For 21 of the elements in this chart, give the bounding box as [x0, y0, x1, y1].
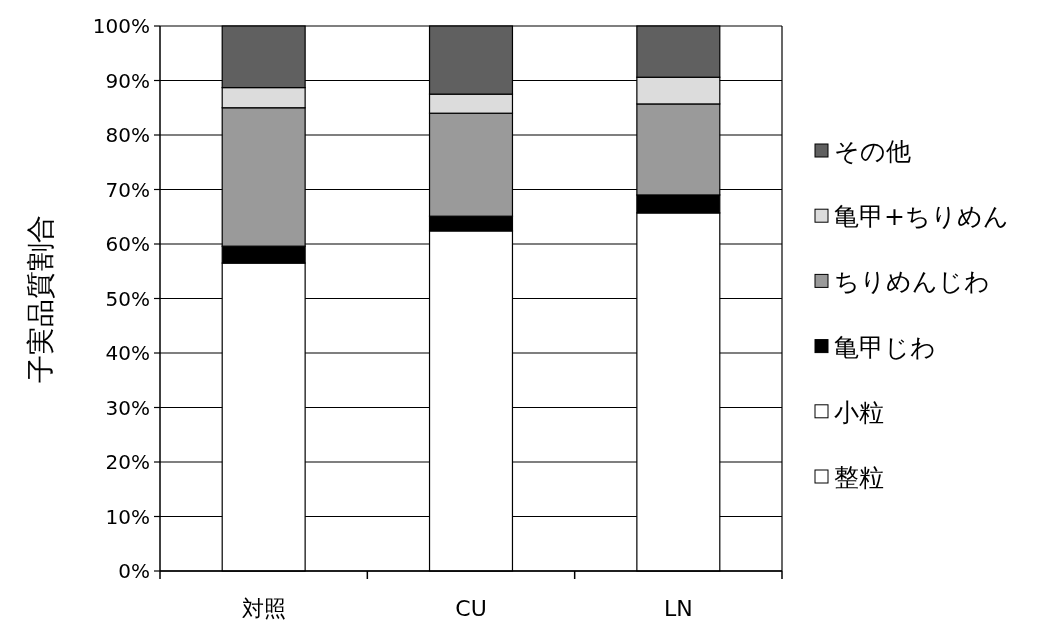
- y-tick-label: 50%: [105, 286, 150, 311]
- y-tick-label: 0%: [118, 559, 150, 583]
- legend-label: 小粒: [834, 397, 884, 427]
- y-tick-label: 60%: [105, 232, 150, 256]
- y-axis-title: 子実品質割合: [24, 214, 57, 383]
- y-tick-label: 20%: [105, 450, 150, 474]
- y-tick-label: 70%: [105, 177, 150, 202]
- y-tick-label: 100%: [92, 14, 150, 38]
- legend-label: その他: [834, 137, 911, 166]
- y-tick-label: 40%: [105, 341, 150, 365]
- legend-label: ちりめんじわ: [834, 267, 990, 297]
- legend-label: 亀甲じわ: [834, 332, 936, 362]
- y-tick-label: 80%: [105, 123, 150, 147]
- x-tick-label: LN: [663, 596, 693, 621]
- x-tick-label: 対照: [241, 596, 286, 621]
- legend-label: 亀甲+ちりめん: [834, 202, 1009, 232]
- x-tick-label: CU: [455, 596, 487, 621]
- y-tick-label: 90%: [105, 68, 150, 93]
- y-tick-label: 10%: [105, 504, 150, 529]
- legend-label: 整粒: [834, 463, 884, 492]
- y-tick-label: 30%: [105, 395, 150, 420]
